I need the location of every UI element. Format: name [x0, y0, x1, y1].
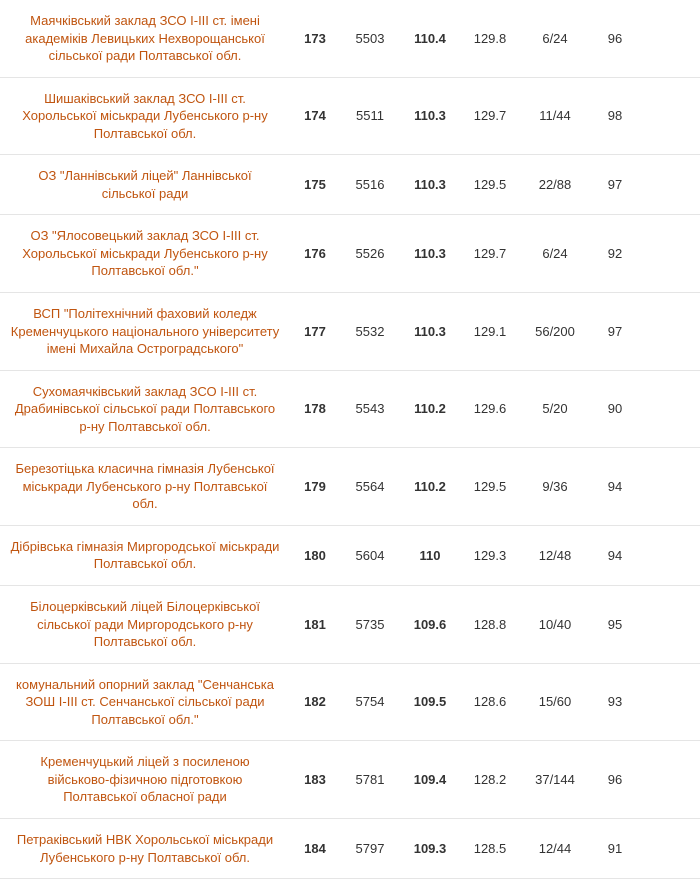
- school-name: ВСП "Політехнічний фаховий коледж Кремен…: [0, 301, 290, 362]
- rank: 178: [290, 397, 340, 420]
- table-row: ОЗ "Ланнівський ліцей" Ланнівської сільс…: [0, 155, 700, 215]
- school-name: Березотіцька класична гімназія Лубенсько…: [0, 456, 290, 517]
- table-row: Петраківський НВК Хорольської міськради …: [0, 819, 700, 879]
- score: 110.3: [400, 320, 460, 343]
- table-row: Березотіцька класична гімназія Лубенсько…: [0, 448, 700, 526]
- col7-value: 96: [590, 768, 640, 791]
- col6-value: 11/44: [520, 104, 590, 127]
- col5-value: 129.7: [460, 104, 520, 127]
- col3-value: 5511: [340, 104, 400, 127]
- table-row: Сухомаячківський заклад ЗСО І-ІІІ ст. Др…: [0, 371, 700, 449]
- col3-value: 5797: [340, 837, 400, 860]
- table-row: Шишаківський заклад ЗСО І-ІІІ ст. Хороль…: [0, 78, 700, 156]
- col6-value: 12/48: [520, 544, 590, 567]
- rank: 183: [290, 768, 340, 791]
- col7-value: 94: [590, 475, 640, 498]
- col7-value: 96: [590, 27, 640, 50]
- col5-value: 129.7: [460, 242, 520, 265]
- score: 109.6: [400, 613, 460, 636]
- col7-value: 97: [590, 320, 640, 343]
- col5-value: 129.5: [460, 173, 520, 196]
- table-row: ВСП "Політехнічний фаховий коледж Кремен…: [0, 293, 700, 371]
- col3-value: 5735: [340, 613, 400, 636]
- col3-value: 5516: [340, 173, 400, 196]
- col7-value: 90: [590, 397, 640, 420]
- rank: 179: [290, 475, 340, 498]
- school-name: Дібрівська гімназія Миргородської міськр…: [0, 534, 290, 577]
- col6-value: 37/144: [520, 768, 590, 791]
- rank: 181: [290, 613, 340, 636]
- school-name: Білоцерківський ліцей Білоцерківської сі…: [0, 594, 290, 655]
- table-row: Білоцерківський ліцей Білоцерківської сі…: [0, 586, 700, 664]
- col7-value: 92: [590, 242, 640, 265]
- rank: 180: [290, 544, 340, 567]
- score: 110.4: [400, 27, 460, 50]
- col3-value: 5503: [340, 27, 400, 50]
- col3-value: 5781: [340, 768, 400, 791]
- rank: 177: [290, 320, 340, 343]
- school-name: Шишаківський заклад ЗСО І-ІІІ ст. Хороль…: [0, 86, 290, 147]
- school-name: комунальний опорний заклад "Сенчанська З…: [0, 672, 290, 733]
- school-name: ОЗ "Ланнівський ліцей" Ланнівської сільс…: [0, 163, 290, 206]
- col6-value: 12/44: [520, 837, 590, 860]
- score: 109.3: [400, 837, 460, 860]
- col5-value: 129.5: [460, 475, 520, 498]
- school-name: ОЗ "Ялосовецький заклад ЗСО І-ІІІ ст. Хо…: [0, 223, 290, 284]
- score: 109.5: [400, 690, 460, 713]
- col6-value: 5/20: [520, 397, 590, 420]
- col5-value: 129.6: [460, 397, 520, 420]
- table-row: Маячківський заклад ЗСО І-ІІІ ст. імені …: [0, 0, 700, 78]
- col5-value: 128.2: [460, 768, 520, 791]
- school-name: Маячківський заклад ЗСО І-ІІІ ст. імені …: [0, 8, 290, 69]
- col5-value: 129.8: [460, 27, 520, 50]
- rank: 174: [290, 104, 340, 127]
- school-name: Петраківський НВК Хорольської міськради …: [0, 827, 290, 870]
- table-row: комунальний опорний заклад "Сенчанська З…: [0, 664, 700, 742]
- col3-value: 5526: [340, 242, 400, 265]
- col6-value: 6/24: [520, 242, 590, 265]
- col7-value: 94: [590, 544, 640, 567]
- col3-value: 5543: [340, 397, 400, 420]
- rank: 175: [290, 173, 340, 196]
- table-row: Кременчуцький ліцей з посиленою військов…: [0, 741, 700, 819]
- col3-value: 5532: [340, 320, 400, 343]
- rank: 173: [290, 27, 340, 50]
- col3-value: 5564: [340, 475, 400, 498]
- col7-value: 95: [590, 613, 640, 636]
- score: 110.3: [400, 173, 460, 196]
- rank: 176: [290, 242, 340, 265]
- col5-value: 129.3: [460, 544, 520, 567]
- col5-value: 128.6: [460, 690, 520, 713]
- col5-value: 129.1: [460, 320, 520, 343]
- score: 110.2: [400, 397, 460, 420]
- score: 110.3: [400, 104, 460, 127]
- col6-value: 22/88: [520, 173, 590, 196]
- schools-ranking-table: Маячківський заклад ЗСО І-ІІІ ст. імені …: [0, 0, 700, 879]
- rank: 182: [290, 690, 340, 713]
- col7-value: 93: [590, 690, 640, 713]
- score: 110.2: [400, 475, 460, 498]
- school-name: Кременчуцький ліцей з посиленою військов…: [0, 749, 290, 810]
- table-row: ОЗ "Ялосовецький заклад ЗСО І-ІІІ ст. Хо…: [0, 215, 700, 293]
- school-name: Сухомаячківський заклад ЗСО І-ІІІ ст. Др…: [0, 379, 290, 440]
- col3-value: 5754: [340, 690, 400, 713]
- col3-value: 5604: [340, 544, 400, 567]
- score: 110: [400, 544, 460, 567]
- col5-value: 128.5: [460, 837, 520, 860]
- col7-value: 98: [590, 104, 640, 127]
- col6-value: 10/40: [520, 613, 590, 636]
- col6-value: 56/200: [520, 320, 590, 343]
- col7-value: 97: [590, 173, 640, 196]
- col6-value: 9/36: [520, 475, 590, 498]
- score: 109.4: [400, 768, 460, 791]
- table-row: Дібрівська гімназія Миргородської міськр…: [0, 526, 700, 586]
- rank: 184: [290, 837, 340, 860]
- col6-value: 15/60: [520, 690, 590, 713]
- col7-value: 91: [590, 837, 640, 860]
- col5-value: 128.8: [460, 613, 520, 636]
- score: 110.3: [400, 242, 460, 265]
- col6-value: 6/24: [520, 27, 590, 50]
